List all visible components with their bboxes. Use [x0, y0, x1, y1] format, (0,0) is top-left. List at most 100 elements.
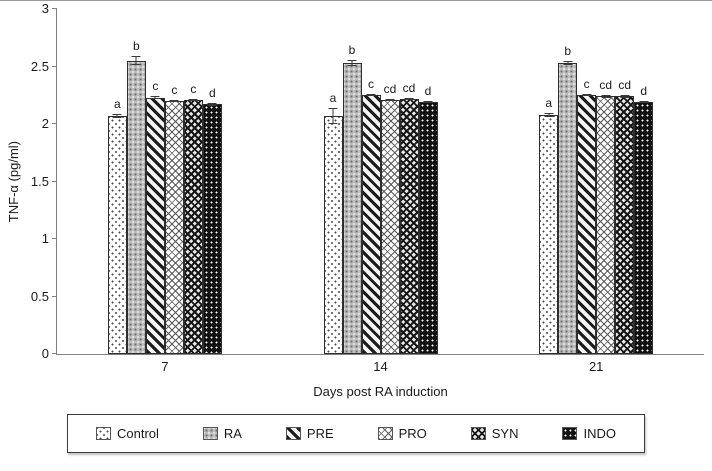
legend-swatch-ra [202, 427, 218, 440]
error-bar [207, 103, 217, 106]
y-axis-title: TNF-α (pg/ml) [0, 9, 26, 354]
bar-indo-day7: d [202, 87, 222, 354]
error-bar [582, 94, 592, 97]
legend-label: Control [117, 426, 159, 441]
significance-letter: c [152, 79, 159, 94]
legend-item-ra: RA [202, 426, 242, 441]
plot-area: a b c c c d a b c cd cd d a b c cd cd d [52, 8, 704, 355]
legend-swatch-pre [285, 427, 301, 440]
error-bar [620, 95, 630, 98]
error-bar [385, 98, 395, 101]
significance-letter: b [348, 43, 356, 58]
bar-group-day-21: a b c cd cd d [488, 9, 704, 354]
error-bar [366, 94, 376, 97]
x-axis-title: Days post RA induction [313, 384, 448, 399]
x-category-label: 7 [161, 359, 169, 374]
bar-group-day-14: a b c cd cd d [273, 9, 489, 354]
legend-swatch-control [96, 427, 111, 440]
significance-letter: a [329, 90, 337, 105]
legend-item-pro: PRO [377, 426, 427, 441]
significance-letter: d [424, 84, 432, 98]
error-bar [112, 114, 122, 118]
legend-label: INDO [583, 426, 616, 441]
legend-item-indo: INDO [562, 426, 616, 441]
significance-letter: d [208, 86, 216, 101]
significance-letter: d [640, 84, 648, 98]
y-tick-label: 3 [41, 1, 49, 16]
error-bar [150, 96, 160, 99]
bar-indo-day21: d [634, 85, 654, 354]
legend-label: SYN [491, 426, 519, 441]
bar-pro-day7: c [164, 84, 184, 354]
bar-control-day21: a [539, 97, 559, 354]
y-tick-label: 2.5 [30, 58, 49, 74]
error-bar [169, 99, 179, 103]
legend: Control RA PRE PRO SYN INDO [67, 414, 645, 453]
legend-label: RA [223, 426, 242, 441]
significance-letter: cd [383, 81, 397, 96]
y-tick-label: 1.5 [30, 173, 49, 189]
error-bar [601, 95, 611, 98]
significance-letter: b [564, 43, 572, 58]
significance-letter: cd [618, 78, 632, 93]
significance-letter: c [368, 77, 374, 92]
bar-pre-day7: c [145, 80, 165, 354]
significance-letter: cd [402, 80, 416, 95]
y-tick-label: 0 [41, 346, 49, 361]
y-tick-mark [52, 8, 57, 9]
y-tick-label: 1 [41, 231, 49, 246]
error-bar [328, 107, 338, 124]
error-bar [544, 113, 554, 117]
x-axis-category-labels: 7 14 21 [57, 359, 704, 374]
y-axis-title-text: TNF-α (pg/ml) [5, 140, 21, 223]
bar-control-day14: a [323, 92, 343, 354]
error-bar [188, 98, 198, 101]
significance-letter: c [583, 77, 590, 92]
bar-syn-day14: cd [399, 82, 419, 354]
legend-item-syn: SYN [470, 426, 519, 441]
error-bar [423, 101, 433, 104]
error-bar [347, 60, 357, 66]
bar-ra-day14: b [342, 44, 362, 354]
significance-letter: a [545, 96, 553, 111]
error-bar [563, 60, 573, 66]
legend-swatch-indo [562, 427, 578, 440]
bar-syn-day21: cd [615, 79, 635, 354]
error-bar [131, 56, 141, 66]
legend-swatch-syn [470, 427, 486, 440]
bar-indo-day14: d [418, 85, 438, 354]
bar-ra-day7: b [126, 40, 146, 354]
legend-label: PRE [306, 426, 334, 441]
x-category-label: 21 [588, 359, 604, 374]
significance-letter: c [190, 81, 197, 96]
bar-pro-day14: cd [380, 83, 400, 354]
significance-letter: b [132, 39, 140, 54]
y-axis-tick-labels: 0 0.5 1 1.5 2 2.5 3 [26, 1, 56, 361]
y-tick-mark [52, 238, 57, 239]
y-tick-mark [52, 180, 57, 182]
y-tick-label: 2 [41, 116, 49, 131]
significance-letter: c [171, 82, 178, 97]
y-tick-label: 0.5 [30, 288, 49, 304]
y-tick-mark [52, 123, 57, 124]
bar-pre-day21: c [577, 78, 597, 354]
y-tick-mark [52, 353, 57, 354]
error-bar [404, 97, 414, 100]
legend-item-pre: PRE [285, 426, 334, 441]
legend-label: PRO [398, 426, 427, 441]
legend-item-control: Control [96, 426, 159, 441]
significance-letter: cd [599, 78, 613, 93]
chart-area: TNF-α (pg/ml) 0 0.5 1 1.5 2 2.5 3 a b c c c d a b c cd c… [0, 1, 712, 361]
y-tick-mark [52, 65, 57, 67]
bar-syn-day7: c [183, 83, 203, 354]
error-bar [639, 101, 649, 104]
bar-pro-day21: cd [596, 79, 616, 354]
bar-ra-day21: b [558, 45, 578, 354]
bar-control-day7: a [107, 98, 127, 354]
bar-pre-day14: c [361, 78, 381, 354]
x-category-label: 14 [373, 359, 388, 374]
legend-swatch-pro [377, 427, 393, 440]
significance-letter: a [113, 97, 121, 112]
